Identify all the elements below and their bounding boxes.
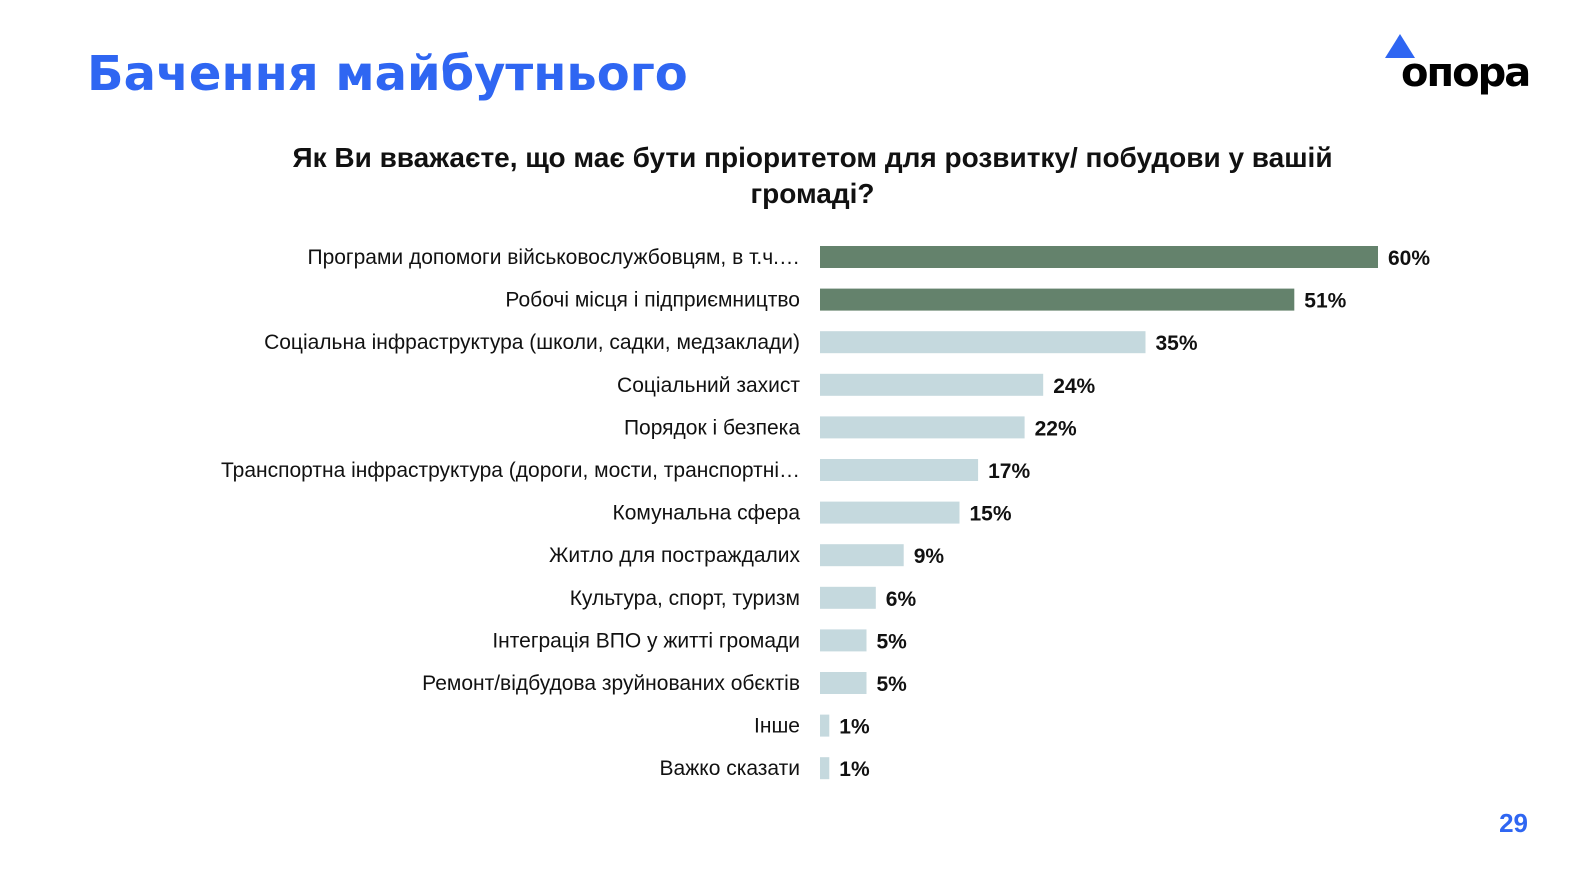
value-label: 22%	[1035, 417, 1077, 440]
category-label: Соціальний захист	[617, 374, 800, 397]
page-number: 29	[1499, 808, 1528, 838]
category-label: Інтеграція ВПО у житті громади	[492, 629, 800, 652]
bar	[820, 288, 1295, 311]
value-label: 6%	[886, 588, 917, 611]
bar	[820, 246, 1378, 268]
bar	[820, 373, 1044, 396]
opora-logo: опора	[1385, 34, 1535, 96]
category-label: Ремонт/відбудова зруйнованих обєктів	[422, 672, 800, 695]
value-label: 24%	[1053, 375, 1095, 398]
category-label: Житло для постраждалих	[549, 544, 800, 567]
category-label: Порядок і безпека	[624, 416, 800, 439]
bar	[820, 714, 830, 737]
category-label: Транспортна інфраструктура (дороги, мост…	[221, 459, 800, 482]
value-label: 9%	[914, 545, 945, 568]
bar	[820, 544, 904, 567]
category-label: Культура, спорт, туризм	[570, 587, 800, 610]
bar	[820, 586, 876, 609]
category-label: Програми допомоги військовослужбовцям, в…	[307, 246, 800, 269]
svg-text:опора: опора	[1401, 50, 1529, 96]
value-label: 5%	[877, 673, 908, 696]
bar	[820, 501, 960, 524]
bar	[820, 757, 830, 780]
value-label: 51%	[1304, 290, 1346, 313]
page-title: Бачення майбутнього	[87, 46, 688, 102]
category-label: Соціальна інфраструктура (школи, садки, …	[264, 331, 800, 354]
chart-title: Як Ви вважаєте, що має бути пріоритетом …	[292, 142, 1333, 209]
category-label: Інше	[754, 715, 800, 738]
value-label: 1%	[839, 716, 870, 739]
category-label: Робочі місця і підприємництво	[505, 289, 800, 312]
value-label: 17%	[988, 460, 1030, 483]
bar	[820, 629, 867, 652]
bar	[820, 459, 979, 481]
bar	[820, 672, 867, 694]
value-label: 35%	[1156, 332, 1198, 355]
bar	[820, 416, 1025, 439]
category-label: Комунальна сфера	[613, 502, 801, 525]
value-label: 60%	[1388, 247, 1430, 270]
bar	[820, 331, 1146, 354]
value-label: 5%	[877, 630, 908, 653]
category-label: Важко сказати	[660, 757, 800, 780]
value-label: 1%	[839, 758, 870, 781]
value-label: 15%	[970, 503, 1012, 526]
